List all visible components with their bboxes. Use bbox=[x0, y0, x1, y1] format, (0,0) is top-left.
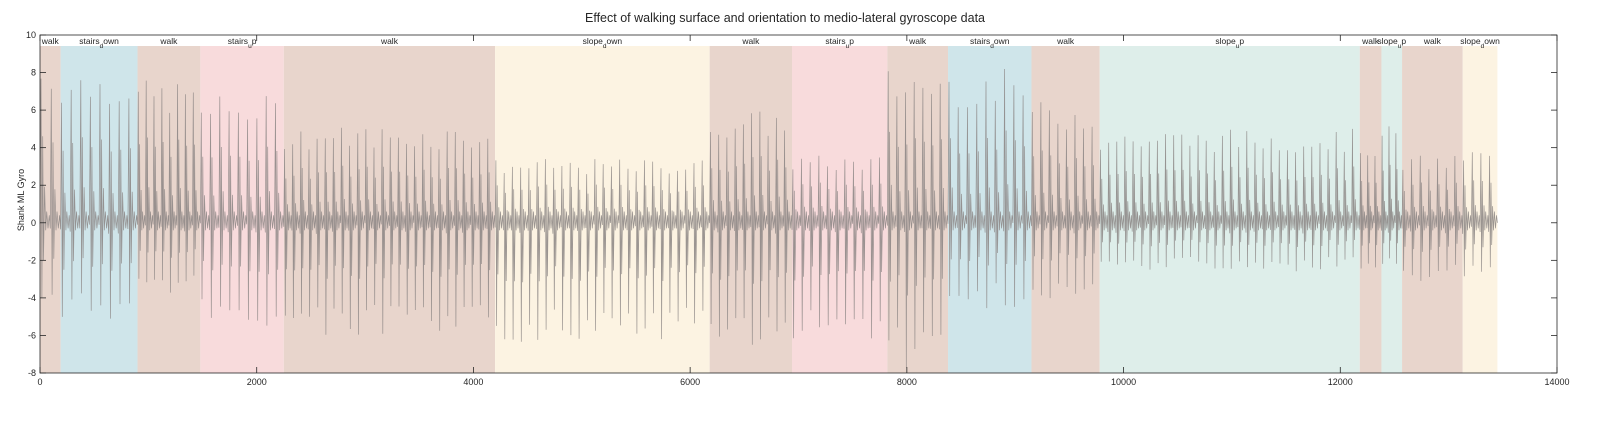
segment-label: walk bbox=[1056, 36, 1075, 46]
y-tick-label: -6 bbox=[28, 330, 36, 340]
x-tick-label: 8000 bbox=[897, 377, 917, 387]
axes: 0 2000 4000 6000 8000 10000 12000 14000 -8 -6 -4 -2… bbox=[26, 30, 1570, 387]
x-tick-label: 4000 bbox=[463, 377, 483, 387]
signal-line bbox=[39, 68, 1498, 368]
y-tick-label: -4 bbox=[28, 293, 36, 303]
x-tick-label: 10000 bbox=[1111, 377, 1136, 387]
x-tick-label: 2000 bbox=[247, 377, 267, 387]
y-tick-label: -2 bbox=[28, 255, 36, 265]
segment-label: walk bbox=[41, 36, 60, 46]
y-tick-label: 10 bbox=[26, 30, 36, 40]
plot-frame bbox=[39, 34, 1558, 374]
y-tick-label: 8 bbox=[31, 68, 36, 78]
chart-title: Effect of walking surface and orientatio… bbox=[585, 11, 985, 25]
y-tick-label: 6 bbox=[31, 105, 36, 115]
segment-label: walk bbox=[908, 36, 927, 46]
x-tick-label: 14000 bbox=[1544, 377, 1569, 387]
x-tick-label: 0 bbox=[37, 377, 42, 387]
gyro-signal bbox=[39, 68, 1498, 368]
x-tick-label: 6000 bbox=[680, 377, 700, 387]
segment-label: walk bbox=[1361, 36, 1380, 46]
segment-label: walk bbox=[741, 36, 760, 46]
y-tick-label: 0 bbox=[31, 218, 36, 228]
band-stairs_up bbox=[791, 46, 888, 373]
y-tick-label: 4 bbox=[31, 143, 36, 153]
y-tick-label: -8 bbox=[28, 368, 36, 378]
y-tick-label: 2 bbox=[31, 180, 36, 190]
y-axis-label: Shank ML Gyro bbox=[16, 169, 26, 231]
segment-label: walk bbox=[159, 36, 178, 46]
x-tick-label: 12000 bbox=[1328, 377, 1353, 387]
segment-label: walk bbox=[1423, 36, 1442, 46]
segment-label: walk bbox=[380, 36, 399, 46]
